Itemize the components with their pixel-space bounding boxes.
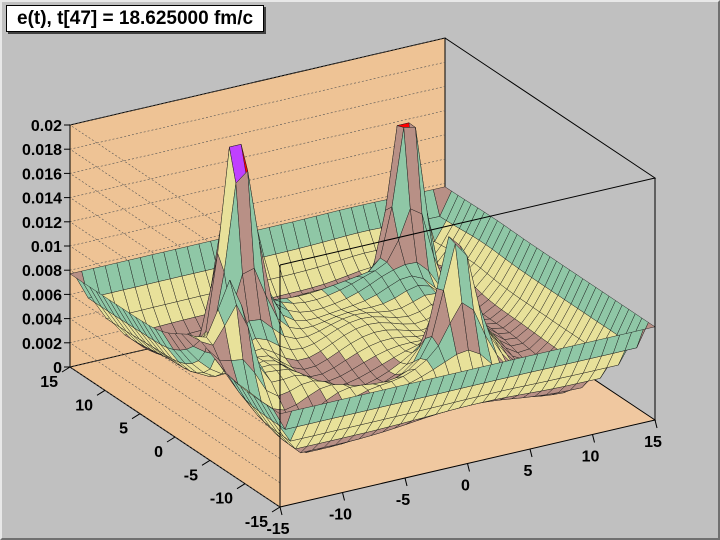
y-tick xyxy=(236,483,246,490)
x-tick xyxy=(279,506,283,516)
z-tick-label: 0 xyxy=(53,360,62,377)
z-tick-label: 0.006 xyxy=(22,287,62,304)
x-tick xyxy=(404,477,408,487)
y-tick-label: -5 xyxy=(184,467,198,484)
x-tick xyxy=(467,463,470,472)
y-tick xyxy=(166,436,176,443)
x-tick-label: -10 xyxy=(329,507,352,524)
y-tick-label: 5 xyxy=(119,421,128,438)
y-tick xyxy=(131,413,141,420)
x-axis: -15 -10 -5 0 5 10 15 xyxy=(266,419,662,538)
x-tick xyxy=(592,434,595,443)
x-tick-label: 0 xyxy=(461,478,470,495)
z-tick-label: 0.014 xyxy=(22,191,62,208)
z-tick-label: 0.018 xyxy=(22,142,62,159)
y-tick xyxy=(61,366,71,373)
box-front-edges xyxy=(279,37,657,420)
y-axis: -15 -10 -5 0 5 10 15 xyxy=(40,366,281,531)
x-tick-label: -5 xyxy=(396,492,410,509)
x-tick-label: -15 xyxy=(266,521,289,538)
energy-surface xyxy=(69,122,656,454)
z-tick-label: 0.01 xyxy=(31,239,62,256)
surface-cell xyxy=(636,322,656,348)
y-tick-label: 10 xyxy=(75,397,93,414)
y-tick-label: -10 xyxy=(210,491,233,508)
z-tick-label: 0.008 xyxy=(22,263,62,280)
z-tick-label: 0.002 xyxy=(22,336,62,353)
z-tick-label: 0.02 xyxy=(31,118,62,135)
x-tick xyxy=(342,492,345,501)
y-tick xyxy=(271,506,281,513)
x-tick-label: 10 xyxy=(582,449,600,466)
z-tick-label: 0.004 xyxy=(22,312,62,329)
y-tick-label: 0 xyxy=(154,444,163,461)
y-tick xyxy=(201,459,211,466)
x-tick-label: 15 xyxy=(644,434,662,451)
x-tick-label: 5 xyxy=(524,463,533,480)
z-axis: 0 0.002 0.004 0.006 0.008 0.01 0.012 0.014 0.016… xyxy=(22,118,281,507)
z-tick-label: 0.012 xyxy=(22,215,62,232)
y-tick-label: -15 xyxy=(245,514,268,531)
chart-title: e(t), t[47] = 18.625000 fm/c xyxy=(6,5,265,32)
x-tick xyxy=(654,419,658,429)
y-tick-label: 15 xyxy=(40,374,58,391)
x-tick xyxy=(529,448,533,458)
y-tick xyxy=(96,389,106,396)
z-tick-label: 0.016 xyxy=(22,166,62,183)
